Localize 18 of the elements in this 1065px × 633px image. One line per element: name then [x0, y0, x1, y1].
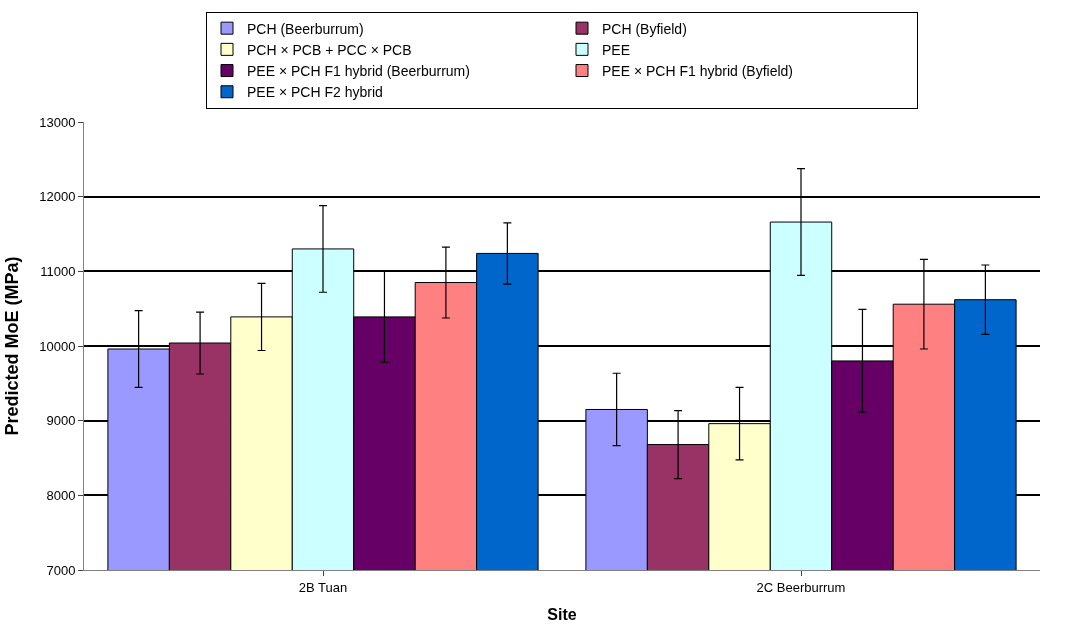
y-tick-label: 8000 — [46, 487, 76, 503]
legend-label: PCH (Byfield) — [602, 20, 687, 37]
legend-label: PCH (Beerburrum) — [247, 20, 364, 37]
y-axis-title: Predicted MoE (MPa) — [2, 256, 23, 436]
legend-label: PEE × PCH F1 hybrid (Byfield) — [602, 63, 794, 80]
y-tick-label: 10000 — [39, 338, 76, 354]
x-tick-label: 2B Tuan — [298, 579, 348, 595]
legend-label: PEE × PCH F2 hybrid — [247, 84, 383, 101]
legend-label: PEE — [602, 41, 631, 58]
y-tick-label: 11000 — [40, 263, 76, 279]
legend-label: PEE × PCH F1 hybrid (Beerburrum) — [247, 63, 470, 80]
y-tick-label: 12000 — [39, 189, 76, 205]
y-tick-label: 13000 — [39, 114, 76, 130]
y-tick-label: 7000 — [46, 562, 76, 578]
x-tick-label: 2C Beerburrum — [756, 579, 846, 595]
x-axis-title: Site — [547, 606, 577, 624]
legend-label: PCH × PCB + PCC × PCB — [247, 41, 412, 58]
y-tick-label: 9000 — [46, 413, 76, 429]
